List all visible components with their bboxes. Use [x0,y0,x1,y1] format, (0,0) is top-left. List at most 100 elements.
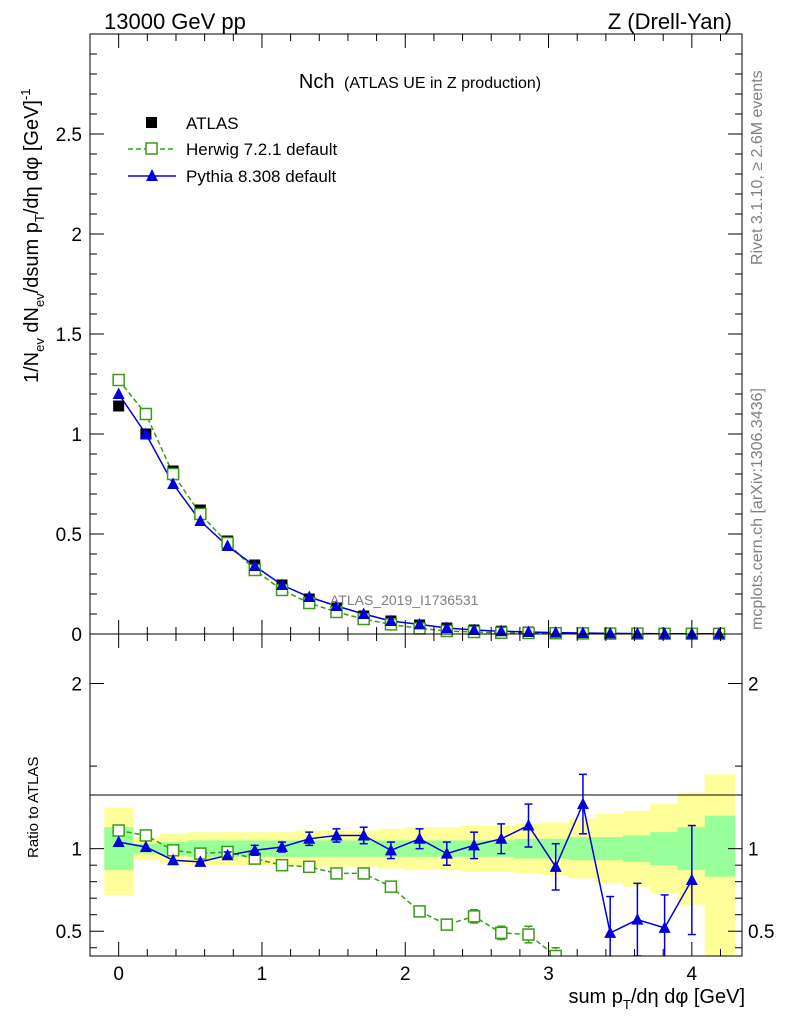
ratio-point-s0-14 [495,926,508,940]
y-tick-label-2: 1 [71,425,82,446]
ratio-point-s1-21 [685,873,698,886]
ratio-point-s1-5 [248,843,261,856]
data-point-s1-0 [112,373,125,387]
ratio-point-s1-9 [357,828,370,841]
main-plot-ylabel: 1/Nev dNev/dsum pT/dη dφ [GeV]-1 [18,88,47,383]
uncertainty-band-inner-18 [595,837,624,861]
ratio-point-s1-7 [303,832,316,844]
ratio-point-s0-12 [440,918,454,931]
ratio-point-s1-20 [658,921,671,933]
legend-entry-atlas: ATLAS [146,114,239,133]
ratio-plot-frame [89,633,743,957]
legend-entry-herwig: Herwig 7.2.1 default [128,140,337,159]
legend-marker-pythia [146,169,158,181]
ratio-point-s1-12 [440,847,453,859]
data-point-s2-1 [139,427,152,439]
data-point-s2-16 [549,626,562,638]
ratio-point-s1-16 [549,860,562,872]
data-point-s2-22 [713,627,726,639]
ratio-point-s0-11 [413,905,426,918]
mcplots-label: mcplots.cern.ch [arXiv:1306.3436] [749,388,766,630]
legend-label-herwig: Herwig 7.2.1 default [186,140,337,159]
ratio-point-s0-15 [522,928,535,941]
uncertainty-band-inner-17 [568,837,597,861]
analysis-watermark: ATLAS_2019_I1736531 [330,592,479,608]
data-point-s2-6 [276,578,289,590]
uncertainty-band-inner-20 [650,832,679,866]
ratio-xlabel: sum pT/dη dφ [GeV] [568,986,745,1012]
ratio-point-s0-10 [384,880,398,893]
ratio-point-s1-1 [139,840,152,853]
legend-label-atlas: ATLAS [186,114,239,133]
uncertainty-band-inner-19 [623,835,651,862]
ratio-series-line-1 [118,801,693,934]
ratio-point-s1-2 [167,853,180,866]
ratio-point-s0-1 [139,829,153,842]
y-tick-label-4: 2 [71,225,82,246]
ratio-point-s1-4 [221,848,234,861]
uncertainty-band-inner-15 [514,838,542,859]
y-tick-label-0: 0 [71,625,82,646]
y-tick-label-1: 0.5 [56,525,82,546]
series-line-1 [118,379,720,635]
legend-label-pythia: Pythia 8.308 default [186,167,337,186]
ratio-y-tick-label-left-0: 0.5 [56,922,82,943]
x-tick-label-1: 1 [257,964,268,985]
data-point-s2-9 [357,607,370,619]
header-right: Z (Drell-Yan) [608,9,732,34]
ratio-point-s0-9 [357,867,370,880]
data-point-s2-8 [330,599,343,611]
data-point-s2-10 [384,614,397,626]
uncertainty-band-inner-22 [704,815,736,877]
data-point-s1-1 [139,407,153,421]
ratio-point-s1-8 [330,828,343,841]
ratio-point-s0-8 [330,867,343,880]
data-point-s2-11 [413,617,426,630]
ratio-point-s1-6 [276,840,289,853]
ratio-y-tick-label-right-0: 0.5 [748,922,774,943]
ratio-point-s0-0 [112,824,125,837]
ratio-point-s1-19 [631,913,644,925]
uncertainty-band-inner-8 [323,840,352,857]
x-tick-label-3: 3 [543,964,554,985]
ratio-point-s1-3 [194,855,207,867]
ratio-point-s1-14 [495,832,508,844]
ratio-point-s1-18 [604,926,617,938]
data-point-s2-7 [303,590,316,602]
ratio-y-tick-label-left-1: 1 [71,840,82,861]
ratio-point-s0-13 [467,910,481,923]
ratio-point-s1-0 [112,835,125,848]
data-point-s0-0 [113,400,125,412]
data-point-s2-3 [194,514,207,526]
ratio-point-s1-11 [413,832,426,844]
data-point-s2-2 [167,477,180,489]
data-point-s2-5 [248,559,261,571]
ratio-plot-panel: 0.5 0.5 1 1 2 2 0 1 2 3 4 Ratio to ATLAS sum pT/dη… [25,633,774,1012]
ratio-point-s1-13 [468,838,481,851]
ratio-y-tick-label-right-2: 2 [748,675,759,696]
data-point-s2-14 [495,624,508,637]
y-tick-label-5: 2.5 [56,125,82,146]
data-point-s2-13 [468,623,481,635]
ratio-point-s1-10 [384,843,397,856]
plot-title-main: Nch [299,71,335,93]
header-left: 13000 GeV pp [104,9,246,34]
legend-marker-herwig [145,142,158,155]
legend: ATLAS Herwig 7.2.1 default Pythia 8.308 … [128,114,337,186]
x-tick-label-0: 0 [113,964,124,985]
ratio-point-s0-6 [275,858,289,872]
data-point-s2-4 [221,539,234,551]
data-point-s2-17 [576,626,589,638]
data-point-s2-20 [658,627,671,639]
x-tick-label-4: 4 [687,964,698,985]
data-point-s2-0 [112,387,125,399]
plot-title: Nch (ATLAS UE in Z production) [299,71,541,93]
uncertainty-band-inner-9 [350,840,379,857]
data-point-s2-18 [604,626,617,639]
data-point-s2-12 [440,621,453,633]
ratio-point-s0-16 [549,949,562,956]
ratio-y-tick-label-left-2: 2 [71,675,82,696]
plot-title-sub: (ATLAS UE in Z production) [344,75,541,92]
ratio-y-tick-label-right-1: 1 [748,840,759,861]
